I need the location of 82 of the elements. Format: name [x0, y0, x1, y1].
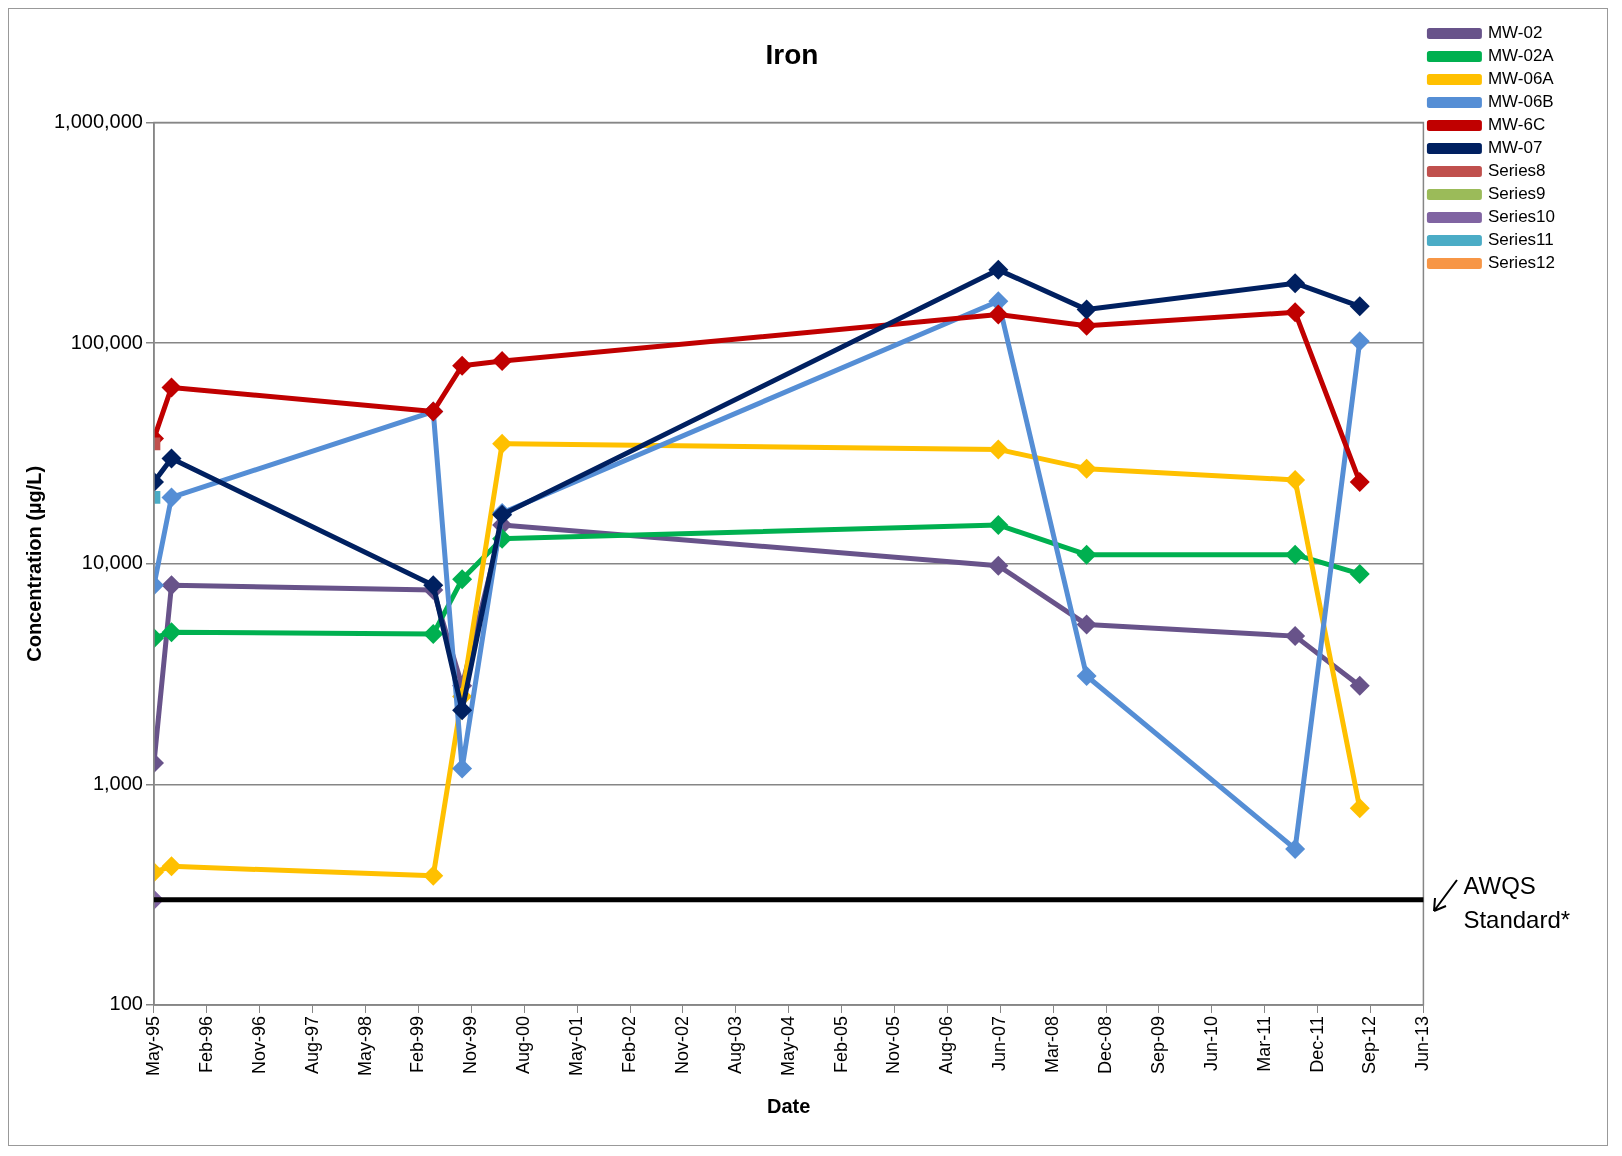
point — [1285, 273, 1306, 294]
legend-label: MW-6C — [1487, 115, 1546, 135]
x-tick-label: Aug-06 — [936, 1015, 957, 1075]
x-tick-label: Dec-08 — [1095, 1015, 1116, 1075]
point — [492, 351, 513, 372]
x-tick-label: Mar-11 — [1253, 1015, 1274, 1072]
point — [1285, 302, 1306, 323]
legend-label: MW-06A — [1487, 69, 1555, 89]
point — [1349, 296, 1370, 317]
point — [988, 555, 1009, 576]
point — [1349, 675, 1370, 696]
y-tick-label: 100,000 — [70, 330, 143, 353]
legend-label: Series10 — [1487, 207, 1556, 227]
x-tick-label: Feb-05 — [830, 1015, 851, 1074]
legend-label: MW-02A — [1487, 46, 1555, 66]
x-tick-label: May-98 — [354, 1015, 375, 1077]
legend-label: Series8 — [1487, 161, 1546, 181]
point — [1349, 563, 1370, 584]
x-tick-label: Nov-05 — [883, 1015, 904, 1075]
chart-title: Iron — [765, 38, 819, 70]
point — [423, 624, 444, 645]
point — [452, 569, 473, 590]
point — [1285, 838, 1306, 859]
x-axis-title: Date — [767, 1094, 811, 1117]
x-tick-label: Aug-03 — [724, 1015, 745, 1075]
point — [1076, 614, 1097, 635]
legend-label: MW-06B — [1487, 92, 1554, 112]
x-tick-label: Aug-00 — [513, 1015, 534, 1075]
point — [161, 622, 182, 643]
x-tick-label: Aug-97 — [301, 1015, 322, 1075]
point — [423, 575, 444, 596]
x-tick-label: Jun-13 — [1412, 1015, 1433, 1072]
point — [161, 856, 182, 877]
x-tick-label: Dec-11 — [1306, 1015, 1327, 1073]
point — [1349, 331, 1370, 352]
point — [423, 865, 444, 886]
x-tick-label: Nov-99 — [460, 1015, 481, 1075]
legend-label: Series12 — [1487, 253, 1556, 273]
point — [492, 433, 513, 454]
point — [1285, 626, 1306, 647]
x-tick-label: Feb-96 — [195, 1015, 216, 1074]
legend-label: MW-02 — [1487, 23, 1543, 43]
ref-line-label: AWQS Standard* — [1463, 871, 1571, 933]
legend-label: MW-07 — [1487, 138, 1543, 158]
legend-label: Series11 — [1487, 230, 1554, 250]
point — [988, 304, 1009, 325]
y-tick-label: 1,000 — [92, 771, 143, 794]
point — [988, 514, 1009, 535]
x-tick-label: Mar-08 — [1042, 1015, 1063, 1073]
point — [1076, 299, 1097, 320]
point — [1076, 458, 1097, 479]
point — [161, 575, 182, 596]
point — [988, 259, 1009, 280]
point — [1076, 544, 1097, 565]
x-tick-label: Jun-07 — [989, 1015, 1010, 1072]
x-tick-label: Nov-96 — [248, 1015, 269, 1075]
x-tick-label: Nov-02 — [671, 1015, 692, 1075]
x-tick-label: Sep-12 — [1359, 1015, 1380, 1075]
y-tick-label: 1,000,000 — [53, 110, 143, 133]
point — [1349, 471, 1370, 492]
point — [1349, 798, 1370, 819]
point — [161, 377, 182, 398]
point — [1285, 469, 1306, 490]
point — [988, 439, 1009, 460]
point — [1285, 544, 1306, 565]
x-tick-label: Sep-09 — [1147, 1015, 1168, 1075]
x-tick-label: Feb-02 — [618, 1015, 639, 1074]
point — [452, 355, 473, 376]
point — [161, 487, 182, 508]
x-tick-label: May-01 — [566, 1015, 587, 1077]
point — [1076, 315, 1097, 336]
x-tick-label: May-04 — [777, 1015, 798, 1077]
y-tick-label: 10,000 — [81, 551, 143, 574]
legend-label: Series9 — [1487, 184, 1546, 204]
x-tick-label: Jun-10 — [1200, 1015, 1221, 1072]
point — [161, 448, 182, 469]
y-axis-title: Concentration (µg/L) — [22, 465, 45, 662]
point — [452, 758, 473, 779]
x-tick-label: Feb-99 — [407, 1015, 428, 1074]
point — [1076, 665, 1097, 686]
y-tick-label: 100 — [109, 992, 143, 1015]
x-tick-label: May-95 — [142, 1015, 163, 1077]
